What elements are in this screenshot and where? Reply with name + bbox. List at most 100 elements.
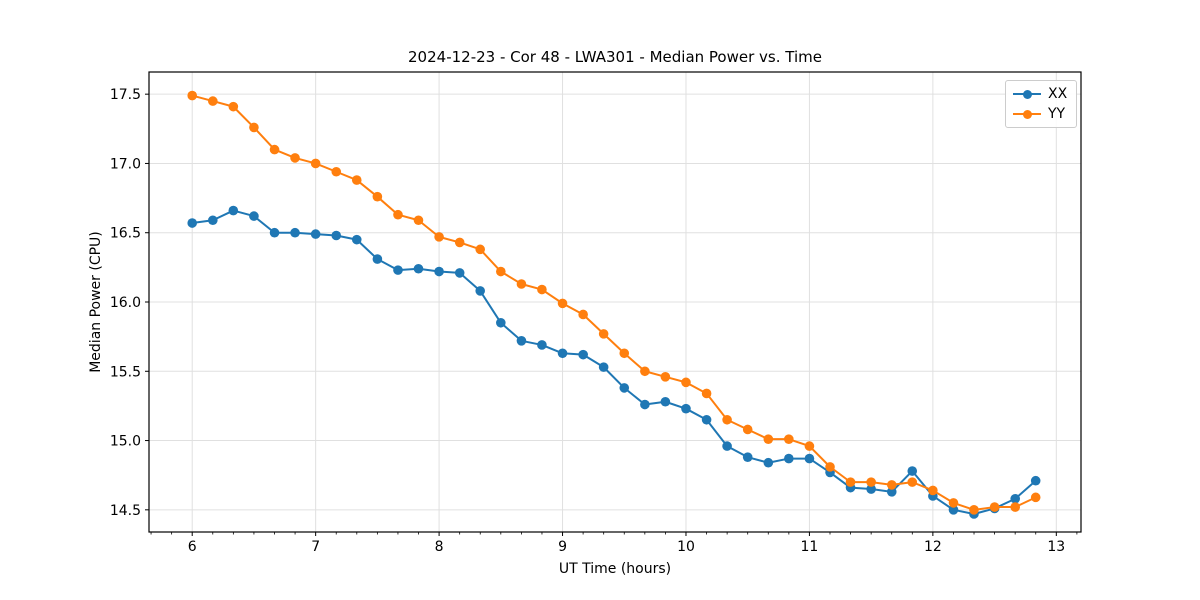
series-xx-marker [784, 453, 794, 464]
series-xx-marker [331, 230, 342, 241]
legend-item-yy: YY [1013, 105, 1067, 123]
series-xx-marker [228, 205, 239, 216]
x-tick-label: 11 [801, 539, 819, 555]
series-xx-marker [722, 441, 732, 451]
series-yy-marker [598, 329, 609, 339]
series-yy-marker [351, 175, 362, 185]
series-xx-marker [701, 414, 712, 425]
series-xx-marker [763, 457, 774, 468]
series-xx-marker [351, 234, 362, 245]
series-xx-marker [681, 403, 691, 414]
x-axis-label: UT Time (hours) [558, 561, 672, 577]
series-xx-marker [454, 268, 465, 278]
series-yy-marker [578, 309, 588, 320]
series-yy-marker [928, 485, 938, 496]
series-yy-marker [1010, 502, 1021, 512]
series-yy-marker [784, 434, 794, 444]
x-tick-label: 12 [924, 539, 942, 555]
series-yy-marker [434, 232, 444, 242]
series-yy-marker [537, 284, 547, 295]
x-tick-label: 7 [311, 539, 320, 555]
series-xx-marker [660, 396, 671, 407]
y-tick-label: 16.5 [110, 226, 141, 242]
series-xx-marker [290, 227, 300, 238]
series-yy-marker [413, 215, 424, 226]
series-xx-marker [310, 229, 321, 239]
y-tick-label: 15.0 [110, 434, 141, 450]
series-yy-marker [825, 462, 835, 472]
series-xx-marker [496, 317, 506, 328]
series-xx-marker [742, 452, 753, 462]
legend-sample-line-xx [1013, 89, 1041, 99]
series-xx-marker [537, 340, 547, 350]
series-xx-marker [249, 211, 259, 221]
series-yy-line [191, 94, 1037, 511]
series-yy-marker [619, 348, 630, 359]
legend-sample-line-yy [1013, 109, 1041, 119]
series-yy-marker [681, 377, 691, 388]
series-yy-marker [1030, 492, 1041, 503]
series-yy-marker [845, 477, 856, 487]
series-xx-marker [475, 286, 485, 296]
legend-label: YY [1048, 106, 1066, 122]
legend-label: XX [1048, 86, 1068, 102]
series-yy-marker [249, 122, 259, 133]
series-yy-marker [208, 96, 218, 106]
series-xx-marker [269, 227, 280, 238]
series-xx-marker [413, 263, 424, 274]
series-xx-marker [598, 362, 609, 372]
y-tick-label: 17.0 [110, 156, 141, 172]
legend-item-xx: XX [1013, 85, 1067, 103]
series-yy-marker [393, 209, 403, 220]
series-yy-marker [969, 505, 979, 515]
series-yy-marker [640, 366, 650, 377]
series-yy-marker [804, 441, 815, 451]
x-tick-label: 8 [435, 539, 444, 555]
x-tick-label: 10 [677, 539, 695, 555]
series-yy-marker [290, 153, 300, 163]
series-xx-marker [516, 335, 527, 346]
series-xx-marker [619, 383, 630, 393]
y-tick-label: 15.5 [110, 364, 141, 380]
y-tick-label: 16.0 [110, 295, 141, 311]
series-yy-marker [701, 388, 712, 399]
series-xx-marker [434, 266, 444, 277]
series-xx-marker [578, 349, 588, 360]
series-yy-marker [866, 477, 876, 487]
series-yy-marker [763, 434, 774, 444]
series-yy-marker [187, 90, 198, 101]
series-yy-marker [269, 144, 280, 155]
series-yy-marker [907, 477, 918, 487]
series-yy-marker [516, 279, 527, 289]
y-tick-label: 14.5 [110, 503, 141, 519]
series-yy-marker [496, 266, 506, 277]
series-yy-marker [660, 372, 671, 382]
series-yy-marker [475, 244, 485, 255]
series-yy-marker [331, 166, 342, 177]
series-yy-marker [948, 498, 959, 508]
series-xx-marker [1010, 493, 1021, 504]
series-yy-marker [228, 101, 239, 112]
series-yy-marker [742, 424, 753, 435]
series-xx-marker [866, 484, 876, 494]
series-xx-marker [948, 505, 959, 515]
series-xx-marker [557, 348, 568, 359]
y-tick-label: 17.5 [110, 87, 141, 103]
series-xx-marker [804, 453, 815, 464]
series-xx-marker [187, 218, 198, 228]
series-yy-marker [557, 298, 568, 309]
series-xx-marker [886, 487, 897, 497]
series-yy-marker [310, 158, 321, 169]
series-yy-marker [722, 414, 732, 425]
series-yy-marker [886, 480, 897, 490]
x-tick-label: 13 [1047, 539, 1065, 555]
series-xx-marker [907, 466, 918, 476]
legend: XX YY [1005, 80, 1078, 128]
series-yy-marker [372, 191, 383, 202]
chart-title: 2024-12-23 - Cor 48 - LWA301 - Median Po… [408, 48, 822, 66]
series-xx-marker [208, 215, 218, 226]
series-yy-marker [989, 502, 1000, 512]
x-tick-label: 9 [558, 539, 567, 555]
series-xx-marker [1030, 475, 1041, 486]
